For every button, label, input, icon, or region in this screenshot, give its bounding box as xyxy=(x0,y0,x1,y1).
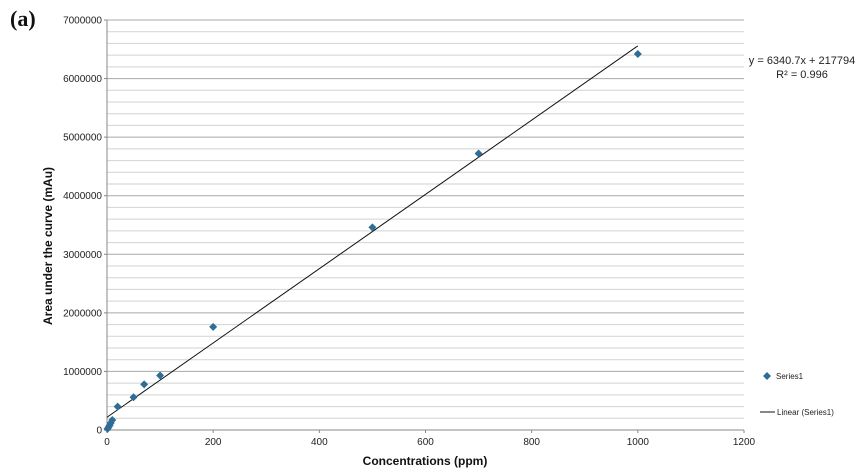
y-tick-label: 5000000 xyxy=(63,133,102,144)
data-point xyxy=(113,402,122,411)
y-tick-label: 6000000 xyxy=(63,74,102,85)
panel-label: (a) xyxy=(10,6,36,31)
gridlines xyxy=(107,19,744,419)
y-tick-label: 3000000 xyxy=(63,250,102,261)
y-tick-label: 0 xyxy=(96,426,102,437)
trendline-r-squared: R² = 0.996 xyxy=(776,69,828,81)
data-point xyxy=(156,371,165,380)
data-point xyxy=(209,322,218,331)
x-axis-title: Concentrations (ppm) xyxy=(363,454,488,468)
data-point xyxy=(474,149,483,158)
x-tick-label: 200 xyxy=(205,437,222,448)
data-points xyxy=(103,49,642,433)
data-point xyxy=(368,223,377,232)
trendline-equation: y = 6340.7x + 217794 xyxy=(749,55,855,67)
tick-labels: 0100000020000003000000400000050000006000… xyxy=(63,16,755,449)
trendline-layer xyxy=(106,45,639,418)
y-tick-label: 7000000 xyxy=(63,16,102,27)
x-tick-label: 1200 xyxy=(733,437,756,448)
data-point xyxy=(108,416,117,425)
y-tick-label: 2000000 xyxy=(63,308,102,319)
legend-series1-marker xyxy=(763,372,771,380)
trendline xyxy=(106,45,639,418)
x-tick-label: 600 xyxy=(417,437,434,448)
legend-series1-label: Series1 xyxy=(776,372,804,381)
data-point xyxy=(129,393,138,402)
y-tick-label: 1000000 xyxy=(63,367,102,378)
data-point xyxy=(633,49,642,58)
x-tick-label: 800 xyxy=(523,437,540,448)
x-tick-label: 1000 xyxy=(627,437,650,448)
y-tick-label: 4000000 xyxy=(63,191,102,202)
axes xyxy=(104,19,745,433)
y-axis-title: Area under the curve (mAu) xyxy=(41,167,55,325)
legend-trendline-label: Linear (Series1) xyxy=(777,408,834,417)
legend: Series1 Linear (Series1) xyxy=(760,372,834,417)
x-tick-label: 400 xyxy=(311,437,328,448)
data-point xyxy=(140,380,149,389)
x-tick-label: 0 xyxy=(104,437,110,448)
